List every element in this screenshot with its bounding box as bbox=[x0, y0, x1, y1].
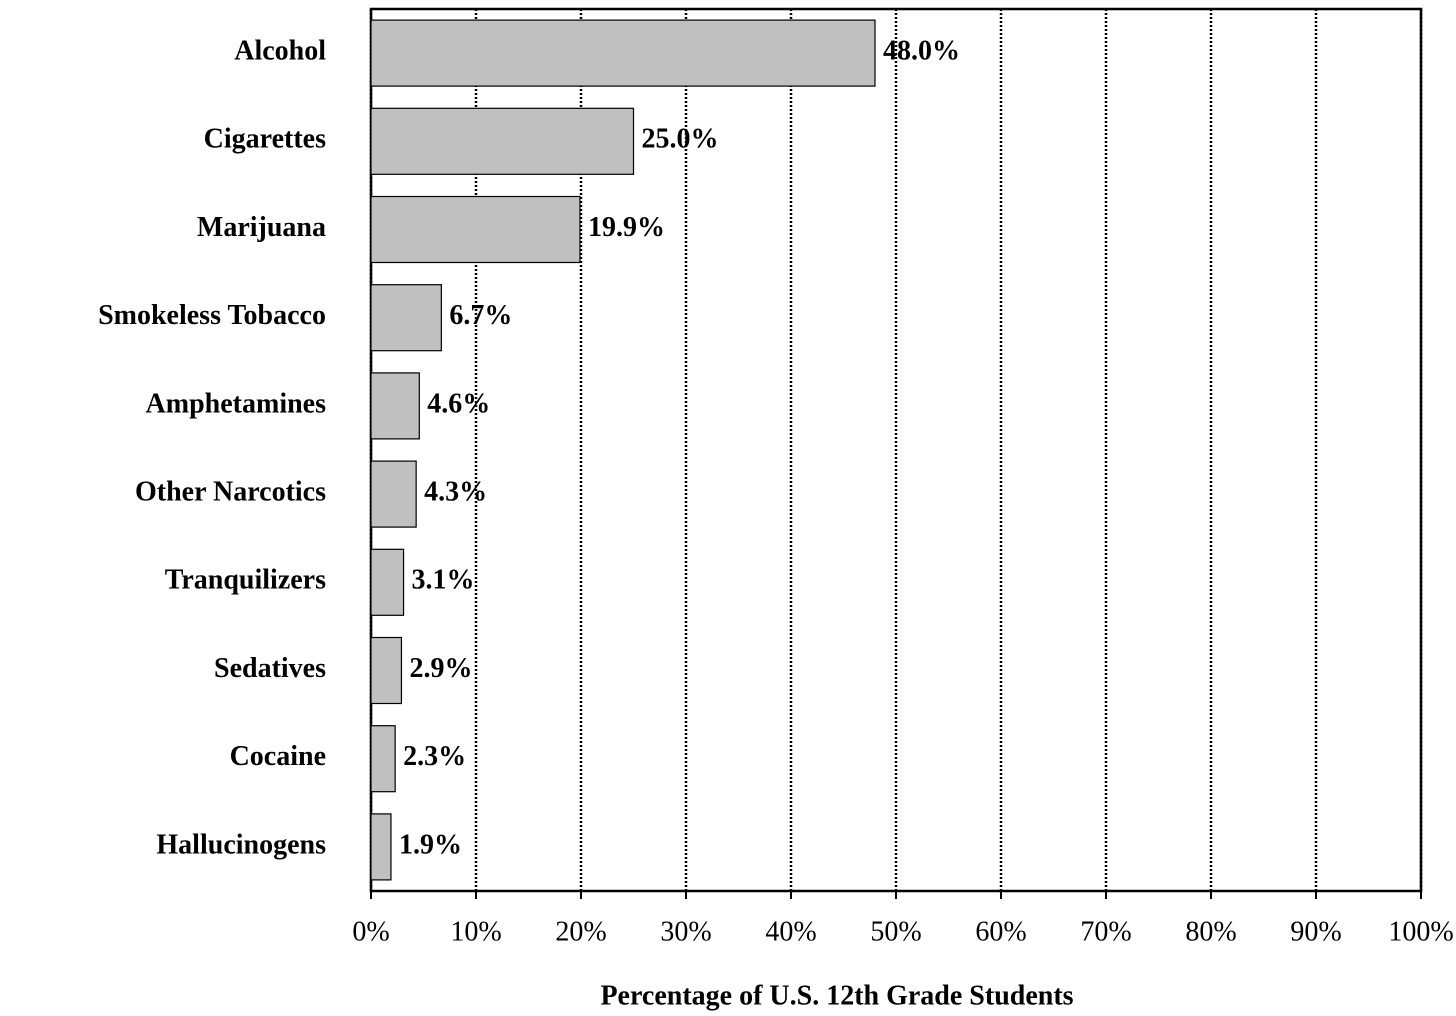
category-label: Smokeless Tobacco bbox=[98, 300, 326, 331]
x-tick-label: 70% bbox=[1080, 916, 1131, 947]
bar bbox=[370, 813, 392, 881]
x-tick-label: 100% bbox=[1388, 916, 1453, 947]
category-label: Tranquilizers bbox=[165, 565, 326, 596]
x-tick-label: 50% bbox=[870, 916, 921, 947]
bar bbox=[370, 636, 403, 705]
x-tick-label: 30% bbox=[660, 916, 711, 947]
bar bbox=[370, 107, 635, 175]
category-label: Alcohol bbox=[234, 36, 326, 67]
plot-border bbox=[369, 7, 1423, 893]
x-tick-label: 40% bbox=[765, 916, 816, 947]
bar bbox=[370, 19, 876, 87]
category-label: Cocaine bbox=[230, 741, 326, 772]
value-label: 25.0% bbox=[642, 124, 719, 155]
category-label: Marijuana bbox=[197, 212, 326, 243]
bar bbox=[370, 725, 396, 793]
category-label: Hallucinogens bbox=[156, 829, 326, 860]
bar bbox=[370, 372, 420, 440]
value-label: 1.9% bbox=[399, 829, 462, 860]
value-label: 4.3% bbox=[424, 477, 487, 508]
x-tick-label: 20% bbox=[555, 916, 606, 947]
value-label: 48.0% bbox=[883, 36, 960, 67]
category-label: Sedatives bbox=[214, 653, 326, 684]
category-label: Cigarettes bbox=[204, 124, 326, 155]
x-tick-label: 90% bbox=[1290, 916, 1341, 947]
bar bbox=[370, 548, 405, 616]
category-label: Amphetamines bbox=[146, 388, 327, 419]
value-label: 3.1% bbox=[412, 565, 475, 596]
x-tick-label: 80% bbox=[1185, 916, 1236, 947]
value-label: 2.3% bbox=[403, 741, 466, 772]
value-label: 4.6% bbox=[427, 388, 490, 419]
x-tick-label: 10% bbox=[450, 916, 501, 947]
category-label: Other Narcotics bbox=[135, 477, 326, 508]
x-axis-title: Percentage of U.S. 12th Grade Students bbox=[600, 980, 1073, 1011]
x-tick-label: 60% bbox=[975, 916, 1026, 947]
x-tick-label: 0% bbox=[352, 916, 389, 947]
bar bbox=[370, 195, 581, 264]
value-label: 19.9% bbox=[588, 212, 665, 243]
bar bbox=[370, 284, 442, 352]
bar bbox=[370, 460, 417, 528]
value-label: 6.7% bbox=[449, 300, 512, 331]
value-label: 2.9% bbox=[409, 653, 472, 684]
